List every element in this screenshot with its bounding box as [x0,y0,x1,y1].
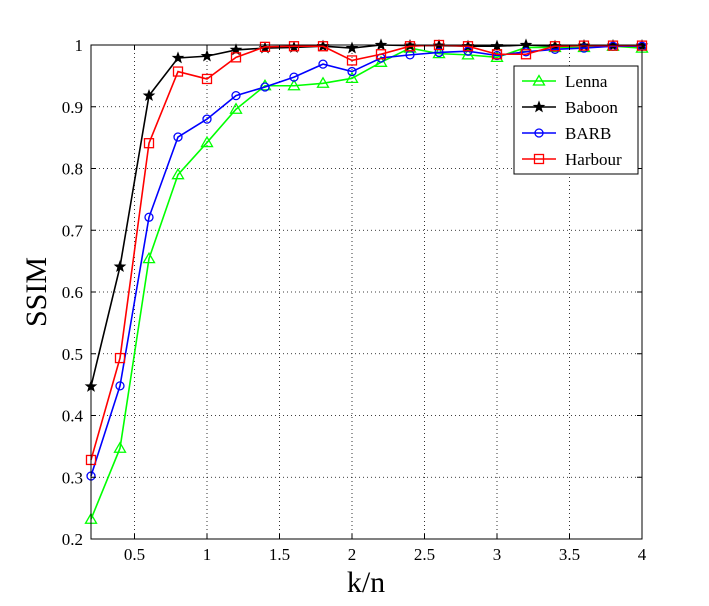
legend-label-harbour: Harbour [565,150,622,169]
axis-ticks [91,44,643,540]
y-tick-label: 0.7 [62,221,84,240]
data-point-harbour [143,138,155,149]
data-point-harbour [201,73,213,85]
data-point-harbour [259,41,271,53]
legend-label-lenna: Lenna [565,72,608,91]
legend-entry-baboon: Baboon [522,98,618,117]
legend-marker-lenna [532,74,546,86]
y-tick-label: 0.3 [62,468,83,487]
x-tick-label: 1 [203,545,212,564]
y-tick-label: 1 [75,36,84,55]
data-point-harbour [404,41,416,52]
data-point-lenna [229,102,243,114]
data-point-barb [115,381,125,391]
legend-entry-harbour: Harbour [522,150,622,169]
x-tick-label: 2.5 [414,545,435,564]
legend-marker-harbour [533,153,545,165]
data-point-baboon [142,88,156,102]
data-point-lenna [316,76,330,88]
x-tick-label: 0.5 [124,545,145,564]
data-point-lenna [345,71,359,83]
legend-entry-barb: BARB [522,124,611,143]
data-point-lenna [171,167,185,180]
data-point-lenna [490,50,504,62]
data-point-harbour [317,41,329,52]
y-axis-title: SSIM [20,257,53,327]
y-tick-label: 0.5 [62,345,83,364]
data-point-harbour [520,49,532,60]
data-point-harbour [549,41,561,52]
data-point-harbour [462,41,474,52]
y-tick-label: 0.9 [62,98,83,117]
data-point-lenna [258,78,272,91]
data-point-harbour [288,41,300,52]
data-point-harbour [346,55,358,66]
data-point-baboon [200,49,214,62]
series-lines [84,38,649,524]
data-point-baboon [113,260,127,273]
y-tick-label: 0.2 [62,530,83,549]
legend: Lenna Baboon BARB Harbour [513,65,639,175]
data-point-barb [231,90,241,101]
data-point-barb [318,59,328,69]
y-tick-label: 0.6 [62,283,83,302]
data-point-baboon [374,38,388,51]
x-tick-label: 1.5 [269,545,290,564]
data-point-harbour [172,66,184,77]
data-point-barb [144,212,154,222]
y-tick-label: 0.8 [62,160,83,179]
legend-label-baboon: Baboon [565,98,618,117]
x-axis-title: k/n [347,566,385,599]
data-point-barb [173,132,183,142]
x-tick-label: 3 [493,545,502,564]
y-tick-label: 0.4 [62,407,84,426]
data-point-harbour [114,352,126,364]
data-point-lenna [113,441,127,453]
data-point-barb [289,72,299,82]
data-point-lenna [200,135,214,148]
data-point-lenna [287,78,301,91]
data-point-harbour [607,40,619,51]
data-point-harbour [230,52,242,63]
x-tick-label: 2 [348,545,357,564]
data-point-barb [434,47,444,58]
data-point-barb [347,66,357,77]
x-tick-label: 3.5 [559,545,580,564]
x-tick-label: 4 [638,545,647,564]
legend-marker-barb [534,128,544,138]
data-point-lenna [142,251,156,264]
legend-label-barb: BARB [565,124,611,143]
legend-entry-lenna: Lenna [522,72,608,91]
legend-marker-baboon [532,100,546,113]
data-point-barb [202,114,212,124]
legend-entries: Lenna Baboon BARB Harbour [522,72,622,169]
data-point-harbour [375,49,387,60]
tick-labels: 0.5 1 1.5 2 2.5 3 3.5 4 0.2 0.3 0.4 0.5 0.6 0.7 0.8 0.9… [62,36,647,564]
data-point-harbour [578,40,590,51]
data-point-barb [260,82,270,92]
data-point-baboon [171,51,185,64]
